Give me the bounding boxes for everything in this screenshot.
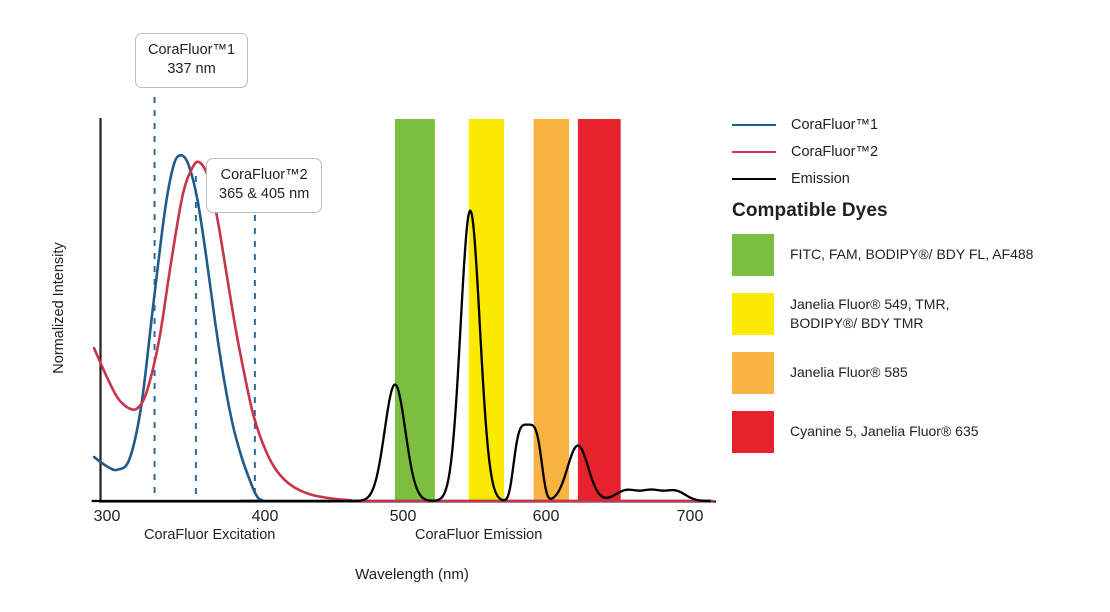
dye-item-red: Cyanine 5, Janelia Fluor® 635	[732, 411, 1102, 453]
callout-cf1-line2: 337 nm	[167, 61, 216, 78]
dye-swatch-yellow	[732, 293, 774, 335]
compatible-dye-bands	[395, 119, 621, 501]
dye-label-yellow-line1: Janelia Fluor® 549, TMR,	[790, 295, 950, 312]
legend-item-corafluor2: CoraFluor™2	[730, 138, 1090, 165]
cora-fluor-1-callout: CoraFluor™1 337 nm	[135, 33, 249, 89]
dye-item-orange: Janelia Fluor® 585	[732, 352, 1102, 394]
dye-label-green: FITC, FAM, BODIPY®/ BDY FL, AF488	[790, 245, 1033, 264]
right-panel: CoraFluor™1 CoraFluor™2 Emission Compati…	[730, 0, 1110, 612]
dye-label-yellow-line2: BODIPY®/ BDY TMR	[790, 315, 924, 331]
dye-item-green: FITC, FAM, BODIPY®/ BDY FL, AF488	[732, 234, 1102, 276]
callout-cf2-line1: CoraFluor™2	[220, 167, 308, 183]
emission-region-label: CoraFluor Emission	[415, 527, 543, 543]
x-axis-label: Wavelength (nm)	[355, 566, 469, 583]
legend-line-emission	[732, 177, 776, 180]
legend-item-corafluor1: CoraFluor™1	[730, 111, 1090, 138]
compatible-dyes-list: FITC, FAM, BODIPY®/ BDY FL, AF488 Janeli…	[732, 234, 1102, 470]
legend-line-corafluor1	[732, 123, 776, 126]
y-axis-label: Normalized Intensity	[51, 242, 67, 374]
callout-cf2-line2: 365 & 405 nm	[219, 186, 310, 203]
x-tick-700: 700	[676, 508, 704, 525]
dye-label-orange: Janelia Fluor® 585	[790, 363, 908, 382]
red-band	[577, 119, 621, 501]
x-tick-600: 600	[532, 508, 560, 525]
curve-excitation-2	[92, 160, 714, 503]
dye-label-red: Cyanine 5, Janelia Fluor® 635	[790, 422, 979, 441]
spectra-plot-svg	[91, 97, 716, 503]
plot-area: CoraFluor™1 337 nm CoraFluor™2 365 & 405…	[51, 33, 716, 583]
x-tick-400: 400	[251, 508, 279, 525]
spectra-curves	[91, 153, 714, 503]
legend-line-corafluor2	[732, 150, 776, 153]
dye-label-red-line1: Cyanine 5, Janelia Fluor® 635	[790, 423, 979, 440]
dye-swatch-orange	[732, 352, 774, 394]
legend-label-emission: Emission	[791, 170, 850, 187]
excitation-region-label: CoraFluor Excitation	[144, 527, 276, 543]
x-tick-500: 500	[389, 508, 417, 525]
dye-swatch-green	[732, 234, 774, 276]
cora-fluor-2-callout: CoraFluor™2 365 & 405 nm	[206, 158, 323, 214]
green-band	[395, 119, 435, 501]
legend-item-emission: Emission	[730, 165, 1090, 192]
compatible-dyes-heading: Compatible Dyes	[732, 200, 888, 221]
dye-item-yellow: Janelia Fluor® 549, TMR, BODIPY®/ BDY TM…	[732, 293, 1102, 335]
orange-band	[533, 119, 570, 501]
dye-swatch-red	[732, 411, 774, 453]
dye-label-orange-line1: Janelia Fluor® 585	[790, 364, 908, 381]
legend-label-corafluor1: CoraFluor™1	[791, 116, 879, 133]
dye-label-yellow: Janelia Fluor® 549, TMR, BODIPY®/ BDY TM…	[790, 295, 949, 334]
x-tick-300: 300	[93, 508, 121, 525]
series-legend: CoraFluor™1 CoraFluor™2 Emission	[730, 111, 1090, 192]
callout-cf1-line1: CoraFluor™1	[148, 42, 236, 58]
curve-emission	[91, 209, 712, 503]
dye-label-green-line1: FITC, FAM, BODIPY®/ BDY FL, AF488	[790, 246, 1034, 263]
excitation-wavelength-markers	[153, 97, 256, 501]
legend-label-corafluor2: CoraFluor™2	[791, 143, 879, 160]
